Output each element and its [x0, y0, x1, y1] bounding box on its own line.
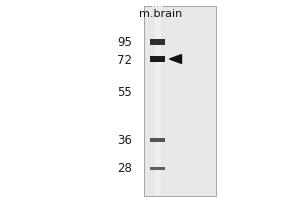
Text: 28: 28	[117, 162, 132, 176]
Text: 55: 55	[117, 86, 132, 99]
Bar	[150, 138, 165, 142]
Bar	[150, 167, 165, 170]
Text: 72: 72	[117, 53, 132, 66]
Text: 36: 36	[117, 134, 132, 148]
Bar	[150, 39, 165, 45]
Text: 95: 95	[117, 36, 132, 49]
Polygon shape	[169, 55, 181, 63]
Bar	[150, 56, 165, 62]
Text: m.brain: m.brain	[139, 9, 182, 19]
Bar	[144, 6, 216, 196]
